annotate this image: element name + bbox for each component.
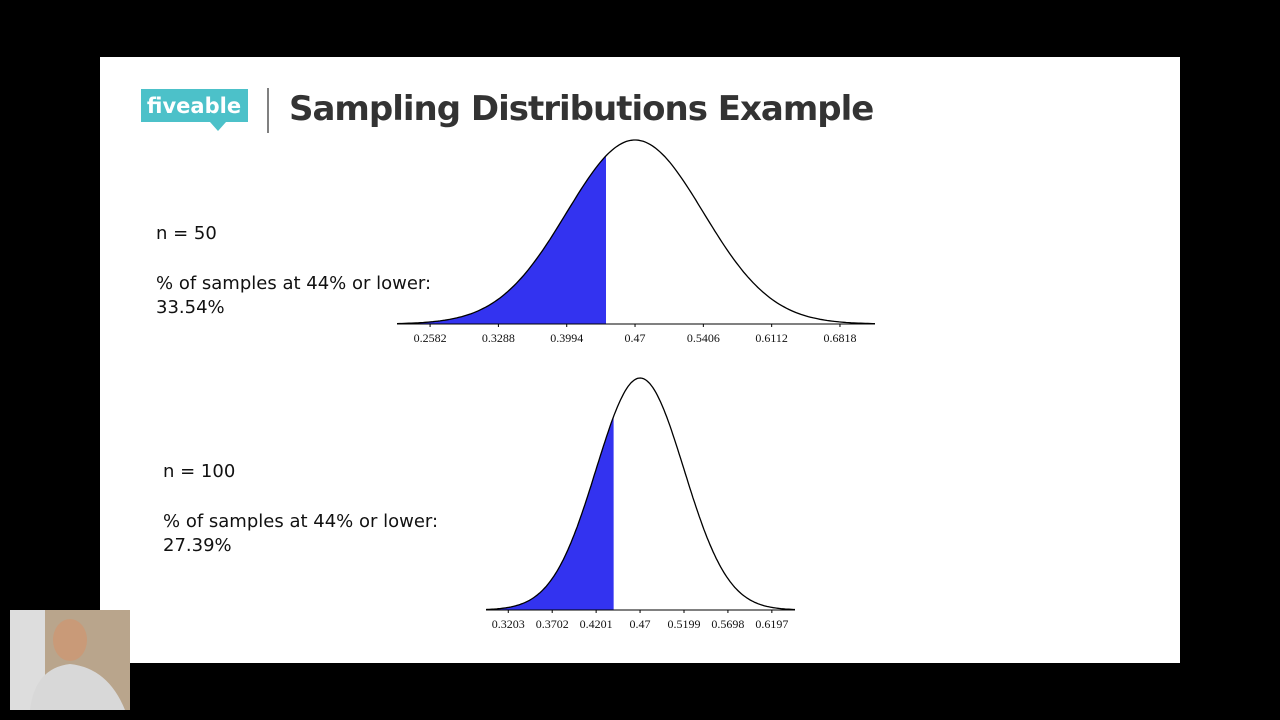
x-tick-label: 0.47 <box>625 331 646 345</box>
x-tick-label: 0.3288 <box>482 331 515 345</box>
logo-badge: fiveable <box>141 89 248 131</box>
annotation: % of samples at 44% or lower: <box>163 511 438 532</box>
x-tick-label: 0.3994 <box>550 331 583 345</box>
annotation: 27.39% <box>163 535 232 556</box>
x-tick-label: 0.6112 <box>755 331 788 345</box>
logo-box <box>141 89 248 122</box>
distribution-chart: n = 100 % of samples at 44% or lower: 27.3… <box>163 377 795 631</box>
x-tick-label: 0.2582 <box>414 331 447 345</box>
x-tick-label: 0.3702 <box>536 617 569 631</box>
slide <box>100 57 1180 663</box>
webcam <box>10 610 130 710</box>
x-tick-label: 0.5406 <box>687 331 720 345</box>
x-tick-label: 0.5199 <box>667 617 700 631</box>
density-curve <box>485 377 795 611</box>
slide-title: Sampling Distributions Example <box>289 89 873 129</box>
annotation: n = 100 <box>163 461 235 482</box>
distribution-chart: n = 50 % of samples at 44% or lower: 33.54… <box>156 139 875 345</box>
charts: n = 50 % of samples at 44% or lower: 33.54… <box>156 139 875 631</box>
logo-tail <box>210 122 226 131</box>
x-tick-label: 0.47 <box>630 617 651 631</box>
shaded-area <box>397 155 607 324</box>
logo-text: fiveable <box>147 94 241 118</box>
x-tick-label: 0.5698 <box>711 617 744 631</box>
annotation: % of samples at 44% or lower: <box>156 273 431 294</box>
annotation: 33.54% <box>156 297 225 318</box>
webcam-shirt <box>30 664 125 710</box>
shaded-area <box>486 416 614 610</box>
x-tick-label: 0.4201 <box>580 617 613 631</box>
annotation: n = 50 <box>156 223 217 244</box>
x-tick-label: 0.6818 <box>823 331 856 345</box>
density-curve <box>396 139 875 325</box>
x-tick-label: 0.3203 <box>492 617 525 631</box>
x-tick-label: 0.6197 <box>755 617 788 631</box>
webcam-face <box>53 619 87 661</box>
